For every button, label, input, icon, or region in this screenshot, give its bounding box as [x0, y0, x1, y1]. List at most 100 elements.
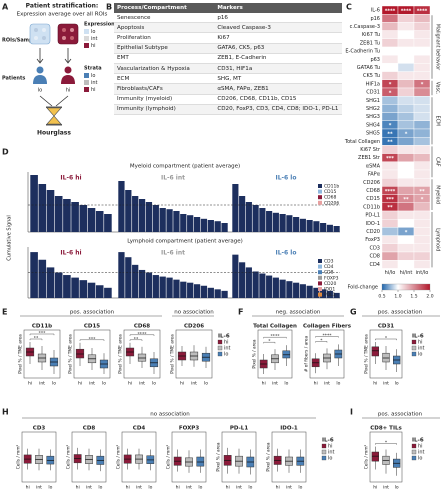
heat-cell	[413, 46, 431, 56]
heat-cell	[397, 218, 415, 228]
plot-frame	[369, 329, 403, 379]
legend-swatch	[318, 259, 322, 263]
bar	[266, 275, 273, 298]
heat-cell	[381, 55, 399, 64]
bar	[306, 220, 313, 232]
x-tick-label: int	[383, 485, 389, 491]
sig-label: ****	[271, 334, 281, 340]
row-label: CD8	[369, 254, 380, 260]
bar	[252, 205, 259, 232]
heat-cell	[413, 227, 431, 236]
bar	[104, 287, 112, 298]
header-cell: Markers	[214, 3, 342, 13]
heat-cell	[397, 243, 415, 253]
legend-swatch	[318, 200, 322, 205]
plot-frame	[21, 431, 57, 483]
legend-swatch	[321, 455, 327, 461]
bar	[214, 221, 221, 232]
row-label: CK5 Tu	[363, 73, 380, 79]
plot-title: CD4	[133, 426, 146, 432]
legend-swatch	[217, 339, 223, 345]
legend-label: FOXP3	[324, 275, 339, 281]
legend-tick-label: 2.0	[426, 294, 433, 300]
bar	[166, 209, 173, 232]
bar	[245, 202, 252, 232]
bar	[221, 223, 228, 232]
heat-cell	[397, 63, 415, 72]
bar	[159, 208, 166, 232]
x-tick-label: lo	[298, 485, 302, 491]
heat-cell	[397, 95, 415, 105]
sig-bracket	[263, 337, 287, 339]
row-label: HIF1a	[366, 81, 380, 87]
bar	[293, 217, 300, 232]
row-label: CD206	[363, 180, 380, 186]
x-tick-label: int	[286, 485, 292, 491]
bar	[152, 205, 159, 232]
strata-legend	[84, 73, 89, 92]
box	[196, 456, 205, 467]
x-tick-label: hi	[262, 381, 266, 387]
row-label: ZEB1 Str	[358, 155, 381, 161]
x-tick-label: int	[39, 381, 45, 387]
column-label: int/lo	[416, 270, 429, 276]
bar	[145, 202, 153, 232]
table-cell: αSMA, FAPα, ZEB1	[214, 83, 342, 95]
row-label: Total Collagen	[344, 139, 380, 145]
heat-cell	[381, 30, 399, 40]
bar	[200, 285, 208, 298]
significance: **	[387, 131, 393, 137]
table-cell: SHG, MT	[214, 73, 342, 85]
plot-title: CD8+ TILs	[370, 426, 402, 432]
row-label: GATA6 Tu	[357, 65, 380, 71]
bar	[313, 221, 320, 232]
legend-label: hi	[418, 444, 423, 450]
legend-swatch	[318, 184, 322, 188]
plot-frame	[171, 431, 207, 483]
bar	[193, 217, 201, 232]
significance: **	[387, 140, 393, 146]
bar	[326, 224, 333, 232]
panel-letter: C	[346, 3, 352, 12]
bar	[180, 281, 187, 298]
heat-cell	[381, 145, 399, 154]
heat-cell	[397, 120, 415, 130]
box	[371, 451, 379, 462]
heat-cell	[413, 251, 431, 261]
legend-swatch	[411, 345, 417, 351]
legend-title: Fold-change	[347, 285, 378, 291]
legend-label: CD3	[324, 259, 334, 265]
section-header: pos. association	[378, 412, 423, 418]
table-row: Immunity (myeloid) CD206, CD68, CD11b, CD…	[114, 94, 342, 105]
x-tick-label: int	[139, 381, 145, 387]
bar	[187, 282, 194, 298]
plot-frame	[71, 431, 107, 483]
legend-label: hi	[224, 340, 229, 346]
x-tick-label: int	[89, 381, 95, 387]
sig-bracket	[29, 338, 43, 341]
bar	[30, 252, 38, 298]
legend-label: CD8	[324, 270, 334, 276]
x-tick-label: hi	[314, 381, 318, 387]
significance: *	[421, 82, 424, 88]
group-label: ECM	[435, 116, 441, 127]
header-cell: Process/Compartment	[114, 3, 215, 13]
legend-label: hi	[91, 87, 96, 93]
legend-label: CD15	[324, 189, 336, 195]
bar	[207, 287, 214, 298]
bar	[87, 282, 96, 298]
colorbar	[381, 283, 431, 291]
y-axis-label: Pixel % / TME area	[18, 334, 24, 374]
plot-title: CD3	[33, 426, 46, 432]
plot-title: CD31	[378, 324, 394, 330]
bar	[232, 184, 239, 232]
table-cell: GATA6, CK5, p63	[214, 43, 342, 54]
compartment-title: Myeloid compartment (patient average)	[130, 164, 240, 170]
x-tick-label: hi	[28, 381, 32, 387]
row-label: p16	[370, 16, 380, 22]
sig-label: ***	[39, 331, 47, 337]
heat-cell	[397, 87, 415, 97]
row-label: CD15	[366, 196, 380, 202]
legend-swatch	[318, 264, 322, 269]
panel-letter: E	[2, 308, 7, 317]
